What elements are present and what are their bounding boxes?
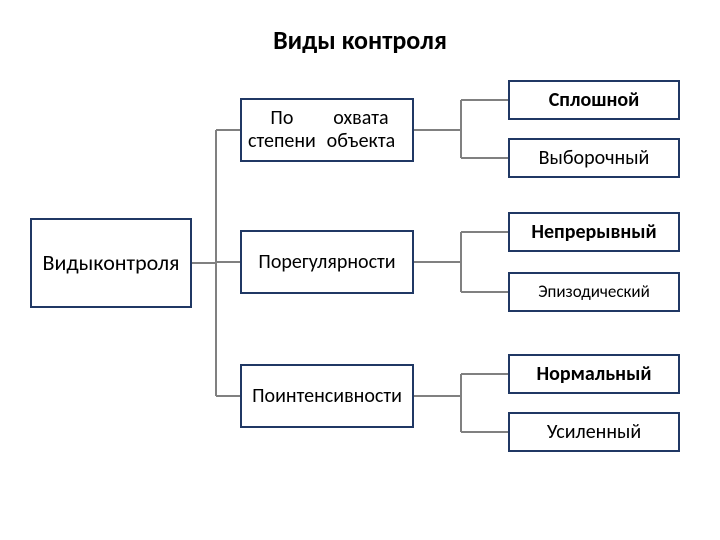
node-leaf32: Усиленный [508,412,680,452]
node-crit3: Поинтенсивности [240,364,414,428]
node-root: Видыконтроля [30,218,192,308]
node-leaf22: Эпизодический [508,272,680,312]
node-leaf21: Непрерывный [508,212,680,252]
diagram-title: Виды контроля [0,24,720,56]
node-crit2: Порегулярности [240,230,414,294]
node-crit1: По степениохвата объекта [240,98,414,162]
node-leaf31: Нормальный [508,354,680,394]
node-leaf12: Выборочный [508,138,680,178]
node-leaf11: Сплошной [508,80,680,120]
